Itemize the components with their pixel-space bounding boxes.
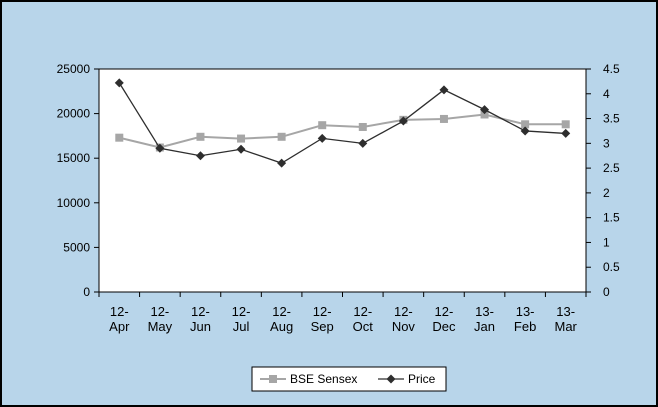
right-tick-label: 0	[603, 285, 610, 299]
x-tick-label: 12-Sep	[311, 304, 334, 334]
x-tick-label: 12-Apr	[109, 304, 130, 334]
data-point	[398, 116, 408, 126]
left-tick-label: 15000	[57, 151, 91, 165]
x-tick-label: 13-Mar	[555, 304, 578, 334]
data-point	[520, 126, 530, 136]
data-point	[236, 144, 246, 154]
series-layer	[114, 78, 571, 168]
legend-label: BSE Sensex	[290, 372, 357, 386]
data-point	[358, 122, 367, 131]
right-tick-label: 4	[603, 87, 610, 101]
legend: BSE Sensex Price	[251, 366, 447, 392]
x-tick-label: 12-Nov	[392, 304, 416, 334]
right-tick-label: 1	[603, 235, 610, 249]
x-tick-label: 12-Dec	[432, 304, 456, 334]
x-tick-label: 12-Jun	[190, 304, 211, 334]
data-point	[114, 78, 124, 88]
left-tick-label: 5000	[63, 240, 90, 254]
data-point	[480, 105, 490, 115]
x-tick-label: 12-Oct	[353, 304, 374, 334]
x-tick-label: 12-Aug	[270, 304, 293, 334]
data-point	[521, 120, 530, 129]
right-tick-label: 2	[603, 186, 610, 200]
plot-area	[98, 68, 587, 293]
data-point	[195, 151, 205, 161]
right-tick-label: 3.5	[603, 112, 620, 126]
series-price	[114, 78, 571, 168]
series-bse-sensex	[115, 110, 570, 152]
left-tick-label: 0	[83, 285, 90, 299]
right-tick-label: 3	[603, 136, 610, 150]
x-tick-label: 13-Jan	[474, 304, 495, 334]
legend-marker	[269, 375, 277, 383]
data-point	[318, 121, 327, 130]
x-tick-label: 13-Feb	[514, 304, 536, 334]
right-tick-label: 2.5	[603, 161, 620, 175]
right-tick-label: 4.5	[603, 62, 620, 76]
left-tick-label: 20000	[57, 107, 91, 121]
data-point	[115, 133, 124, 142]
x-axis: 12-Apr 12-May 12-Jun 12-Jul 12-Aug 12-Sep 12-O…	[98, 291, 587, 334]
right-y-axis: 0 0.5 1 1.5 2 2.5 3 3.5 4 4.5	[585, 62, 620, 299]
legend-item: BSE Sensex	[260, 372, 357, 386]
x-tick-label: 12-May	[148, 304, 173, 334]
left-tick-label: 25000	[57, 62, 91, 76]
legend-marker	[386, 374, 396, 384]
data-point	[277, 132, 286, 141]
data-point	[237, 134, 246, 143]
data-point	[439, 85, 449, 95]
data-point	[196, 132, 205, 141]
series-line	[118, 82, 566, 164]
data-point	[480, 110, 489, 119]
legend-item: Price	[378, 372, 436, 386]
data-point	[358, 138, 368, 148]
left-tick-label: 10000	[57, 196, 91, 210]
data-point	[561, 128, 571, 138]
data-point	[155, 143, 165, 153]
legend-label: Price	[408, 372, 436, 386]
right-tick-label: 1.5	[603, 211, 620, 225]
x-tick-label: 12-Jul	[232, 304, 251, 334]
left-y-axis: 0 5000 10000 15000 20000 25000	[57, 62, 100, 299]
data-point	[317, 133, 327, 143]
data-point	[439, 114, 448, 123]
series-line	[119, 113, 566, 149]
data-point	[561, 120, 570, 129]
right-tick-label: 0.5	[603, 260, 620, 274]
data-point	[277, 158, 287, 168]
